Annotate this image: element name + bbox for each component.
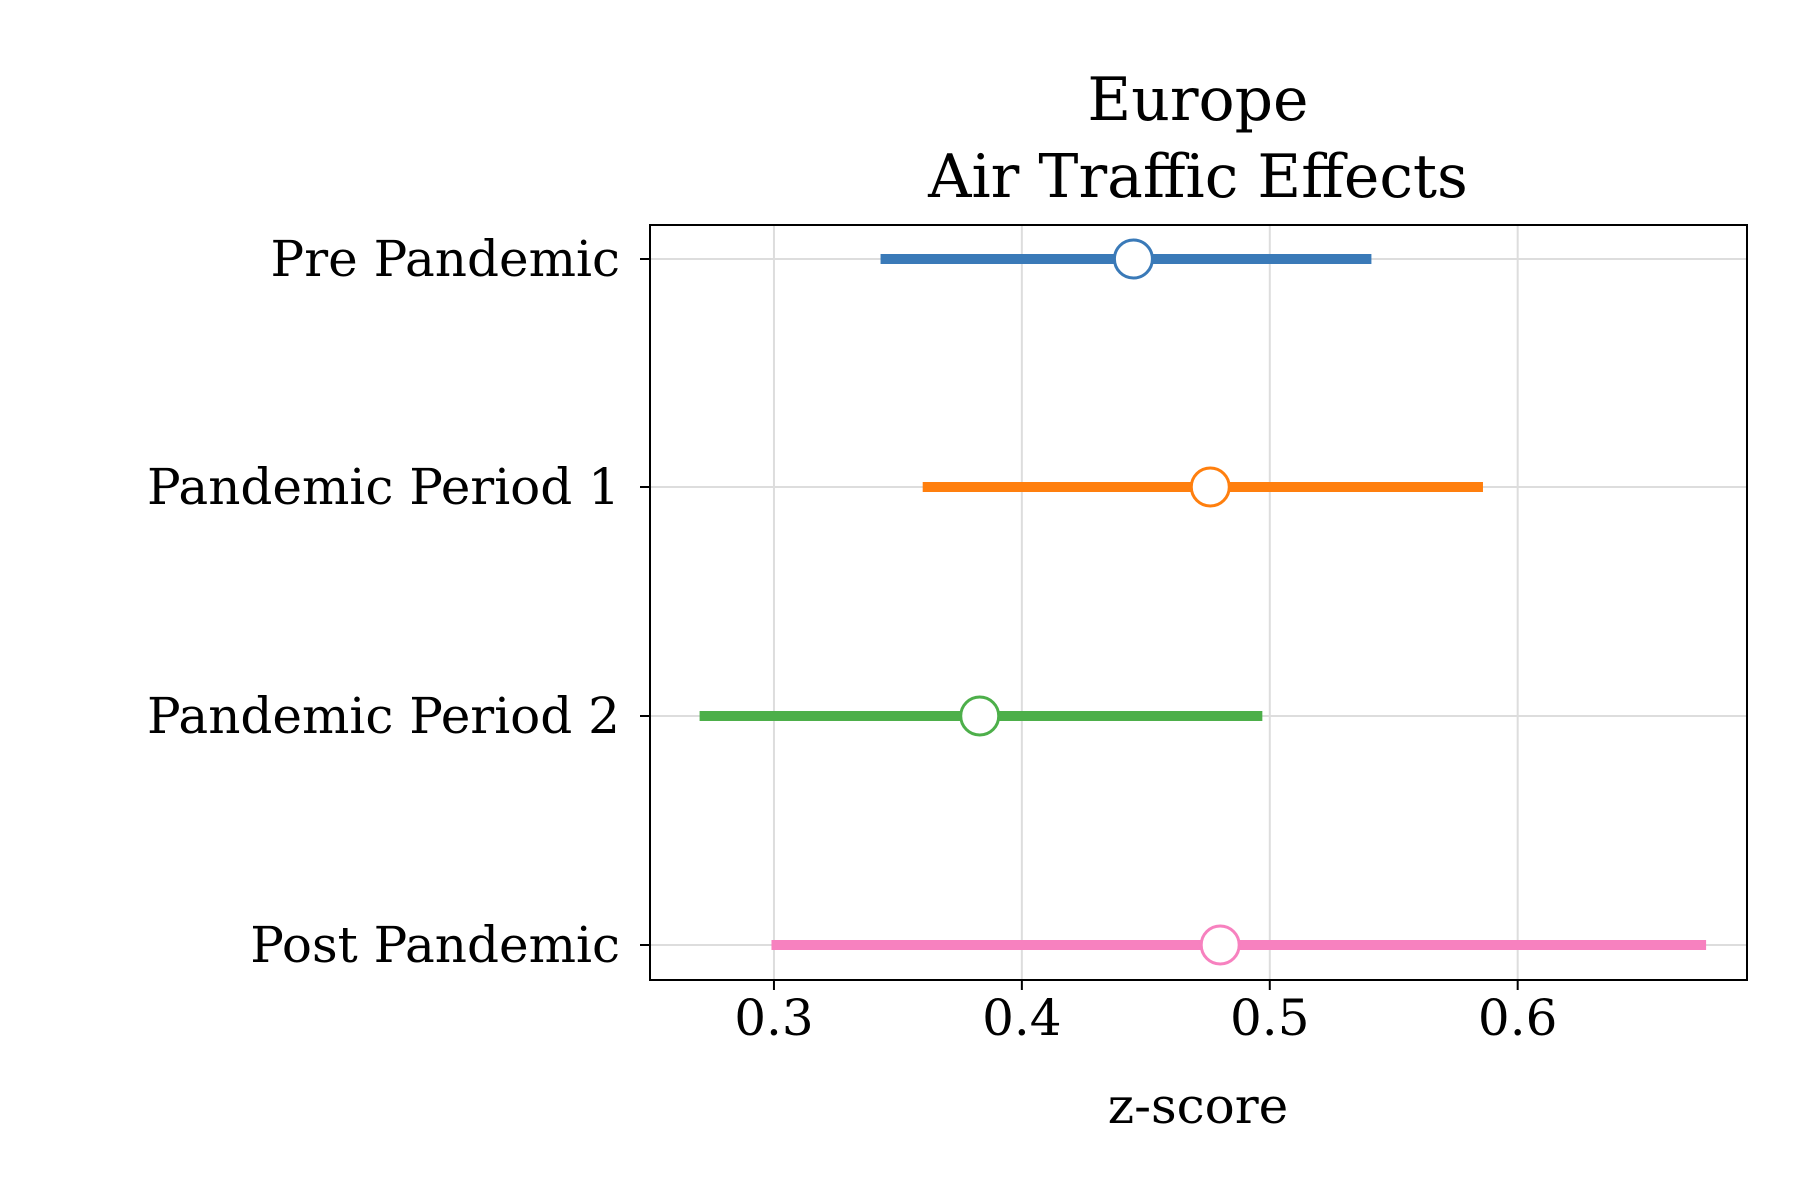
x-axis-label: z-score — [1108, 1077, 1289, 1135]
grid-lines — [650, 225, 1747, 980]
point-estimate-marker — [1189, 466, 1231, 508]
x-tick-label: 0.6 — [1478, 989, 1558, 1047]
chart-title-line-2: Air Traffic Effects — [927, 142, 1468, 212]
point-estimate-marker — [1112, 238, 1154, 280]
x-tick-label: 0.4 — [982, 989, 1062, 1047]
point-estimate-marker — [959, 695, 1001, 737]
chart-title-line-1: Europe — [1087, 65, 1308, 135]
axis-ticks: 0.3 0.4 0.5 0.6 Pre Pandemic Pandemic Period … — [147, 230, 1557, 1047]
x-tick-label: 0.5 — [1230, 989, 1310, 1047]
plot-frame — [649, 224, 1748, 981]
y-tick-label: Pandemic Period 1 — [147, 458, 620, 516]
y-tick-label: Pandemic Period 2 — [147, 687, 620, 745]
plot-marks — [699, 238, 1707, 966]
point-estimate-marker — [1199, 924, 1241, 966]
y-tick-label: Post Pandemic — [250, 916, 620, 974]
y-tick-label: Pre Pandemic — [271, 230, 620, 288]
x-tick-label: 0.3 — [734, 989, 814, 1047]
